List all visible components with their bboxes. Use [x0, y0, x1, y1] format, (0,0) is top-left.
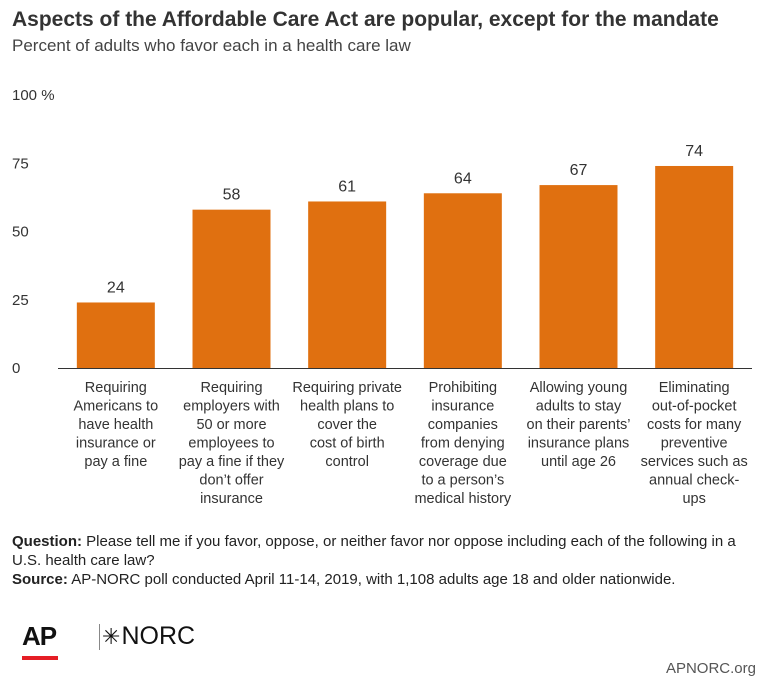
- question-text: Please tell me if you favor, oppose, or …: [12, 533, 736, 569]
- category-label: Requiring private health plans to cover th…: [292, 380, 402, 470]
- question-label: Question:: [12, 533, 82, 550]
- footer-logos: AP ✳NORC: [22, 622, 222, 672]
- category-label-line: services such as: [641, 454, 748, 470]
- bar: [192, 209, 271, 368]
- category-label-line: insurance plans: [528, 436, 630, 452]
- category-label-line: health plans to: [300, 399, 394, 415]
- category-label-line: Requiring: [85, 380, 147, 396]
- bar-value-label: 74: [685, 143, 703, 160]
- category-label: Prohibiting insurance companies from denyin…: [414, 380, 511, 507]
- category-label-line: out-of-pocket: [652, 399, 737, 415]
- category-label-line: 50 or more: [196, 417, 266, 433]
- footnote: Question: Please tell me if you favor, o…: [12, 532, 756, 589]
- chart-title: Aspects of the Affordable Care Act are p…: [12, 8, 719, 31]
- category-label-line: preventive: [661, 436, 728, 452]
- bar: [308, 201, 387, 368]
- y-tick-label: 100 %: [12, 87, 55, 104]
- bar: [655, 165, 734, 368]
- category-label-line: pay a fine: [84, 454, 147, 470]
- y-tick-label: 75: [12, 155, 29, 172]
- category-label-line: insurance: [200, 491, 263, 507]
- category-label-line: Americans to: [74, 399, 159, 415]
- category-label-line: from denying: [421, 436, 505, 452]
- category-label-line: have health: [78, 417, 153, 433]
- bar-value-label: 67: [570, 162, 588, 179]
- question-note: Question: Please tell me if you favor, o…: [12, 532, 756, 570]
- category-label-line: until age 26: [541, 454, 616, 470]
- source-label: Source:: [12, 571, 68, 588]
- bar-value-label: 58: [223, 187, 241, 204]
- source-note: Source: AP-NORC poll conducted April 11-…: [12, 570, 756, 589]
- bar: [539, 185, 618, 368]
- bar: [76, 302, 155, 368]
- norc-star-icon: ✳: [102, 624, 121, 649]
- category-label: Requiring Americans to have health insuranc…: [74, 380, 159, 470]
- category-label-line: Allowing young: [530, 380, 628, 396]
- category-label-line: cost of birth: [310, 436, 385, 452]
- category-label-line: companies: [428, 417, 498, 433]
- category-label: Eliminating out-of-pocket costs for many pr…: [641, 380, 748, 507]
- source-text: AP-NORC poll conducted April 11-14, 2019…: [71, 571, 676, 588]
- category-label-line: employers with: [183, 399, 280, 415]
- category-label-line: costs for many: [647, 417, 742, 433]
- norc-logo-text: NORC: [121, 622, 196, 650]
- category-label-line: Prohibiting: [429, 380, 498, 396]
- logo-divider: [99, 624, 100, 650]
- category-label-line: insurance: [431, 399, 494, 415]
- bars: [76, 165, 734, 368]
- category-label-line: don’t offer: [199, 473, 263, 489]
- ap-logo-underline: [22, 656, 58, 660]
- bar: [423, 193, 502, 368]
- category-label-line: cover the: [317, 417, 377, 433]
- bar-chart: 0 25 50 75 100 % 24 58 61 64 67 74 Requiring Ameri…: [12, 87, 752, 507]
- chart-subtitle: Percent of adults who favor each in a he…: [12, 36, 411, 55]
- bar-value-label: 24: [107, 279, 125, 296]
- y-tick-label: 25: [12, 292, 29, 309]
- category-label-line: on their parents’: [527, 417, 631, 433]
- category-label-line: Requiring private: [292, 380, 402, 396]
- category-labels: Requiring Americans to have health insuranc…: [74, 380, 748, 507]
- category-label-line: adults to stay: [536, 399, 622, 415]
- y-tick-label: 50: [12, 224, 29, 241]
- norc-logo: ✳NORC: [102, 622, 195, 651]
- y-tick-label: 0: [12, 360, 20, 377]
- category-label-line: annual check-: [649, 473, 739, 489]
- bar-value-label: 64: [454, 170, 472, 187]
- category-label-line: Eliminating: [659, 380, 730, 396]
- site-url: APNORC.org: [665, 660, 756, 677]
- category-label: Allowing young adults to stay on their par…: [527, 380, 631, 470]
- category-label-line: to a person’s: [421, 473, 504, 489]
- category-label-line: medical history: [414, 491, 511, 507]
- category-label-line: ups: [682, 491, 705, 507]
- ap-logo: AP: [22, 621, 57, 651]
- category-label-line: control: [325, 454, 369, 470]
- category-label-line: coverage due: [419, 454, 507, 470]
- category-label-line: pay a fine if they: [179, 454, 285, 470]
- bar-value-label: 61: [338, 178, 356, 195]
- category-label-line: Requiring: [200, 380, 262, 396]
- category-label-line: employees to: [188, 436, 274, 452]
- category-label: Requiring employers with 50 or more employe…: [179, 380, 285, 507]
- value-labels: 24 58 61 64 67 74: [107, 143, 703, 296]
- y-axis: 0 25 50 75 100 %: [12, 87, 55, 377]
- category-label-line: insurance or: [76, 436, 156, 452]
